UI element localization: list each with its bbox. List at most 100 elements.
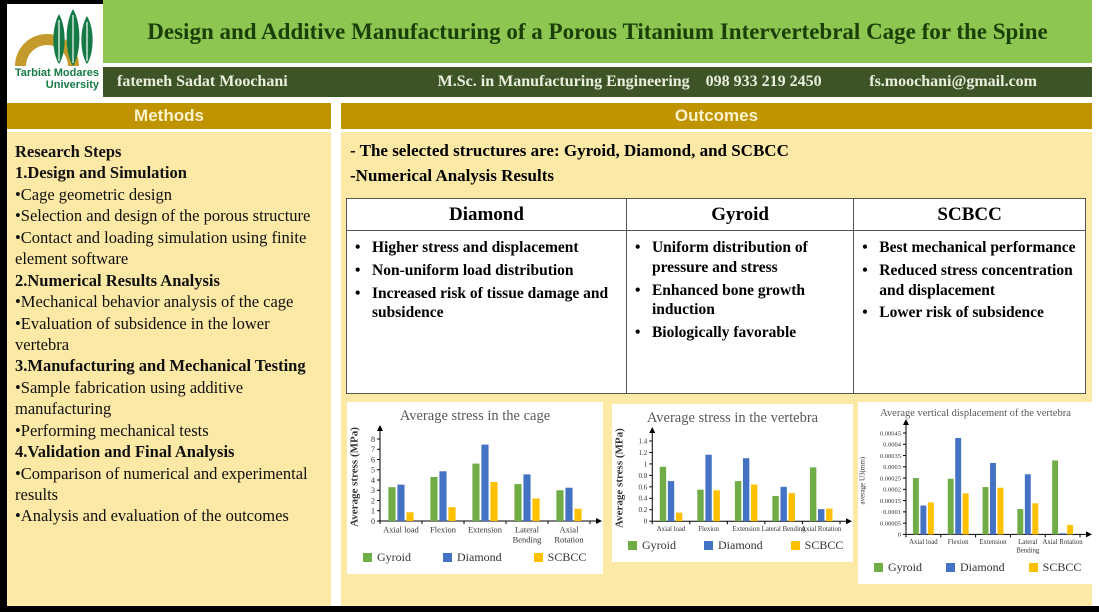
bullet-icon: • [862,304,868,322]
chart-title: Average stress in the vertebra [646,410,819,426]
bar-diamond [523,474,531,521]
top-left-border [0,0,103,4]
methods-line: 3.Manufacturing and Mechanical Testing [15,356,306,376]
legend-label: SCBCC [804,538,844,552]
table-bullet: • Lower risk of subsidence [862,303,1079,323]
bar-diamond [780,486,787,522]
methods-line: 4.Validation and Final Analysis [15,442,235,462]
bar-diamond [742,458,750,522]
bar-gyroid [556,490,564,521]
svg-text:Axial: Axial [560,525,580,535]
legend-item: SCBCC [1028,560,1081,575]
outcomes-panel: - The selected structures are: Gyroid, D… [341,132,1093,606]
author-degree: M.Sc. in Manufacturing Engineering [437,73,690,90]
bullet-text: Non-uniform load distribution [372,261,574,279]
table-bullet: • Increased risk of tissue damage and sub… [355,284,620,324]
bullet-icon: • [634,281,641,299]
chart-title: Average stress in the cage [399,408,551,424]
bar-gyroid [1017,508,1024,535]
author-email: fs.moochani@gmail.com [869,73,1037,90]
svg-text:0.6: 0.6 [639,483,648,491]
bullet-text: Enhanced bone growth induction [651,281,805,319]
bar-gyroid [430,476,438,521]
methods-line: •Performing mechanical tests [15,420,209,440]
table-column-header: Diamond [347,199,626,231]
table-column-gyroid: Gyroid • Uniform distribution of pressure … [625,199,854,393]
svg-text:Average stress (MPa): Average stress (MPa) [613,428,625,528]
table-bullet: • Higher stress and displacement [355,238,620,258]
svg-text:Lateral: Lateral [515,525,540,535]
svg-text:0.00045: 0.00045 [880,430,901,437]
methods-line: •Evaluation of subsidence in the lower v… [15,313,270,354]
chart-legend: Gyroid Diamond SCBCC [858,558,1093,584]
bar-gyroid [734,481,742,522]
svg-text:Flexion: Flexion [698,526,719,533]
bar-diamond [705,454,712,522]
bullet-text: Biologically favorable [651,324,797,342]
bullet-icon: • [355,284,361,302]
bar-scbcc [1032,503,1039,535]
svg-text:1: 1 [644,460,648,468]
methods-line: •Comparison of numerical and experimenta… [15,463,308,504]
legend-swatch-icon [363,553,372,562]
svg-text:Extension: Extension [468,525,503,535]
svg-text:Flexion: Flexion [948,539,969,546]
svg-text:0.00015: 0.00015 [880,498,901,505]
table-bullet: • Enhanced bone growth induction [635,281,847,321]
methods-section-header: Methods [7,103,331,129]
svg-text:Axial load: Axial load [383,525,419,535]
author-name: fatemeh Sadat Moochani [117,73,288,90]
bar-diamond [1059,533,1066,535]
chart-panel-vertebra-displacement: Average vertical displacement of the ver… [858,402,1093,584]
svg-text:3: 3 [371,486,375,495]
title-header: Design and Additive Manufacturing of a P… [103,0,1092,63]
poster-title: Design and Additive Manufacturing of a P… [147,18,1048,44]
legend-swatch-icon [1028,563,1038,572]
bar-scbcc [490,482,498,521]
svg-text:Bending: Bending [1016,548,1040,555]
svg-text:0.00005: 0.00005 [880,520,901,527]
university-logo-text: Tarbiat Modares University [7,67,102,91]
table-column-scbcc: SCBCC • Best mechanical performance • Reduce… [853,199,1085,393]
outcomes-section-header: Outcomes [341,103,1092,129]
svg-text:average U3(mm): average U3(mm) [859,456,867,504]
legend-label: SCBCC [547,550,587,564]
bar-chart: 0 0.2 0.4 0.6 0.8 1 1.2 1.4 Average stress (MPa)… [613,427,852,533]
author-phone: 098 933 219 2450 [705,73,822,90]
legend-swatch-icon [704,541,713,550]
bullet-icon: • [355,239,361,256]
bullet-text: Lower risk of subsidence [879,304,1044,322]
bullet-text: Increased risk of tissue damage and subs… [372,284,609,322]
legend-item: Diamond [946,560,1005,575]
legend-item: Diamond [704,538,763,553]
bar-diamond [667,481,675,522]
svg-text:Axial load: Axial load [657,526,686,533]
legend-label: Gyroid [642,538,676,552]
svg-text:Rotation: Rotation [554,535,584,545]
legend-item: Gyroid [628,538,676,553]
svg-text:0.0003: 0.0003 [883,464,901,471]
bullet-icon: • [355,261,361,279]
bar-scbcc [532,498,540,521]
methods-panel: Research Steps 1.Design and Simulation •Ca… [7,132,331,606]
svg-text:Extension: Extension [979,539,1007,546]
legend-swatch-icon [628,541,637,550]
table-bullet: • Biologically favorable [635,323,847,343]
methods-line: •Sample fabrication using additive manuf… [15,377,244,419]
bar-diamond [439,471,447,521]
table-column-diamond: Diamond • Higher stress and displacement • N… [347,199,626,393]
table-bullet: • Uniform distribution of pressure and st… [635,238,847,278]
methods-header-label: Methods [134,106,204,125]
bottom-border [0,606,1099,612]
logo-line1: Tarbiat Modares [14,67,99,79]
methods-line: •Contact and loading simulation using fi… [15,227,307,269]
svg-text:0.00025: 0.00025 [880,475,901,482]
svg-text:8: 8 [371,435,375,444]
svg-text:0: 0 [644,518,648,526]
bullet-icon: • [634,239,641,256]
table-bullet: • Non-uniform load distribution [355,261,620,281]
legend-label: Diamond [718,538,763,552]
svg-text:Axial load: Axial load [909,539,938,546]
bar-gyroid [947,478,954,535]
outcomes-header-label: Outcomes [674,106,759,125]
